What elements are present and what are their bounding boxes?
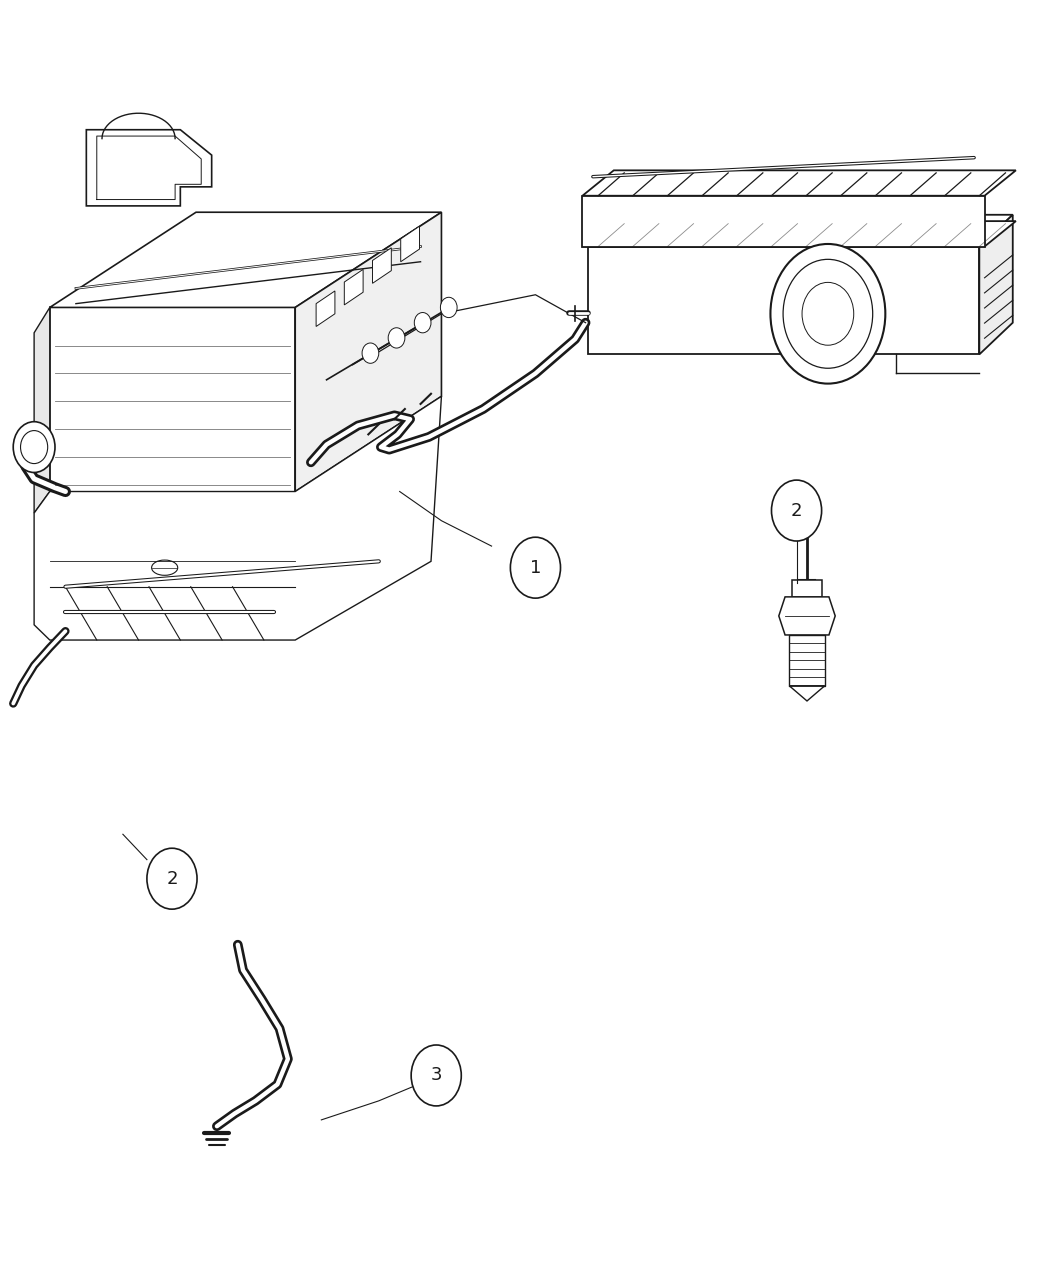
Text: 2: 2 <box>166 870 177 887</box>
Polygon shape <box>583 171 1016 196</box>
Polygon shape <box>980 214 1013 354</box>
Circle shape <box>440 297 457 317</box>
Text: 3: 3 <box>430 1066 442 1085</box>
Polygon shape <box>34 307 49 513</box>
Circle shape <box>147 848 197 909</box>
Circle shape <box>510 537 561 598</box>
Polygon shape <box>779 597 835 635</box>
Circle shape <box>772 481 821 541</box>
Polygon shape <box>86 130 212 205</box>
Circle shape <box>362 343 379 363</box>
Circle shape <box>388 328 405 348</box>
Text: 2: 2 <box>791 501 802 519</box>
Polygon shape <box>583 221 1016 246</box>
Polygon shape <box>49 212 441 307</box>
Polygon shape <box>344 269 363 305</box>
Polygon shape <box>401 226 420 261</box>
Circle shape <box>14 422 55 473</box>
Polygon shape <box>316 291 335 326</box>
Polygon shape <box>588 214 1013 246</box>
Text: 1: 1 <box>530 558 541 576</box>
Polygon shape <box>373 247 392 283</box>
Circle shape <box>771 244 885 384</box>
Polygon shape <box>790 686 824 701</box>
Polygon shape <box>588 246 980 354</box>
Polygon shape <box>583 196 985 246</box>
Polygon shape <box>793 580 821 597</box>
Polygon shape <box>34 397 441 640</box>
Circle shape <box>415 312 430 333</box>
Polygon shape <box>295 212 441 492</box>
Polygon shape <box>790 635 824 686</box>
Circle shape <box>412 1046 461 1105</box>
Polygon shape <box>49 307 295 492</box>
